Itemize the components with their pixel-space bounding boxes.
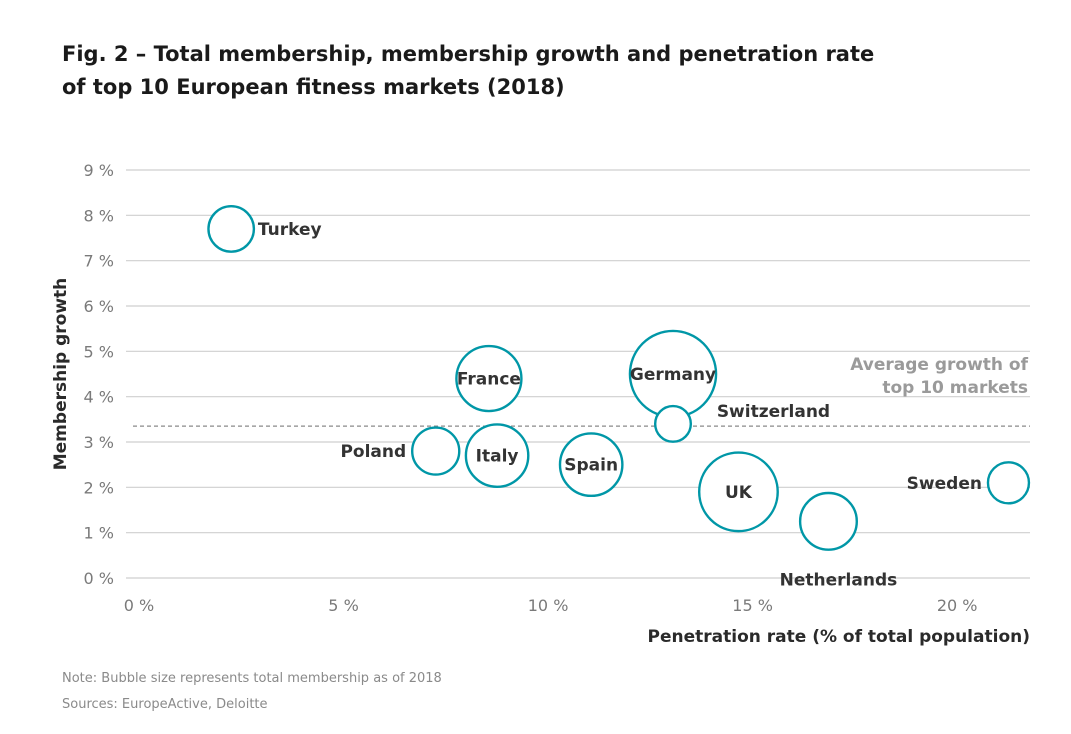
bubble-sweden bbox=[986, 461, 1031, 505]
bubble-netherlands bbox=[798, 491, 858, 551]
bubble-label-spain: Spain bbox=[564, 456, 618, 476]
y-tick-label: 7 % bbox=[84, 252, 114, 271]
sources-note: Sources: EuropeActive, Deloitte bbox=[62, 697, 268, 712]
bubble-uk bbox=[697, 451, 779, 533]
y-tick-label: 5 % bbox=[84, 342, 114, 361]
average-line-layer: Average growth of top 10 markets bbox=[133, 355, 1030, 427]
y-tick-label: 9 % bbox=[84, 161, 114, 180]
bubble-poland bbox=[411, 426, 461, 476]
bubble-turkey bbox=[207, 205, 256, 253]
bubble-label-netherlands: Netherlands bbox=[780, 571, 898, 591]
y-tick-label: 1 % bbox=[84, 524, 114, 543]
average-growth-label-line-1: Average growth of bbox=[850, 355, 1028, 375]
bubble-france bbox=[455, 344, 523, 413]
bubble-italy bbox=[464, 423, 530, 488]
average-growth-label-line-2: top 10 markets bbox=[882, 378, 1028, 398]
chart-title-line-1: Fig. 2 – Total membership, membership gr… bbox=[62, 42, 875, 66]
bubble-label-france: France bbox=[457, 370, 521, 390]
y-tick-label: 2 % bbox=[84, 478, 114, 497]
footnote: Note: Bubble size represents total membe… bbox=[62, 671, 442, 686]
x-tick-label: 0 % bbox=[124, 596, 154, 615]
bubble-spain bbox=[558, 432, 624, 498]
y-tick-label: 4 % bbox=[84, 388, 114, 407]
axis-layer: 0 % 1 % 2 % 3 % 4 % 5 % 6 % 7 % 8 % 9 % 0 % 5 % 10 %… bbox=[51, 161, 1030, 647]
bubble-label-switzerland: Switzerland bbox=[717, 402, 830, 422]
y-axis-title: Membership growth bbox=[51, 278, 71, 471]
x-axis-title: Penetration rate (% of total population) bbox=[648, 627, 1030, 647]
x-tick-label: 20 % bbox=[937, 596, 978, 615]
chart-title: Fig. 2 – Total membership, membership gr… bbox=[62, 38, 962, 104]
chart-title-line-2: of top 10 European fitness markets (2018… bbox=[62, 75, 565, 99]
bubble-label-sweden: Sweden bbox=[907, 474, 982, 494]
bubble-label-turkey: Turkey bbox=[258, 220, 322, 240]
bubble-label-uk: UK bbox=[725, 483, 753, 503]
y-tick-label: 8 % bbox=[84, 206, 114, 225]
bubble-layer bbox=[207, 205, 1031, 551]
x-tick-label: 5 % bbox=[328, 596, 358, 615]
bubble-label-poland: Poland bbox=[340, 442, 406, 462]
y-tick-label: 0 % bbox=[84, 569, 114, 588]
y-tick-label: 3 % bbox=[84, 433, 114, 452]
y-tick-label: 6 % bbox=[84, 297, 114, 316]
bubble-label-italy: Italy bbox=[476, 447, 519, 467]
bubble-switzerland bbox=[653, 404, 693, 443]
x-tick-label: 15 % bbox=[732, 596, 773, 615]
bubble-label-germany: Germany bbox=[630, 365, 716, 385]
x-tick-label: 10 % bbox=[528, 596, 569, 615]
